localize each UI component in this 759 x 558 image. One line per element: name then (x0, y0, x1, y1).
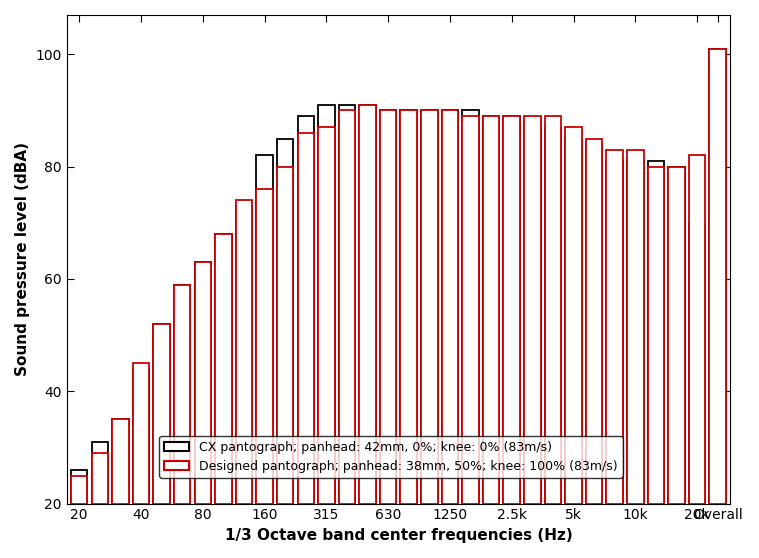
Bar (133, 363, 150, 503)
Bar (194, 262, 211, 503)
X-axis label: 1/3 Octave band center frequencies (Hz): 1/3 Octave band center frequencies (Hz) (225, 528, 572, 543)
Bar (153, 324, 170, 503)
Bar (442, 110, 458, 503)
Bar (565, 138, 581, 503)
Bar (277, 167, 294, 503)
Bar (236, 206, 252, 503)
Bar (524, 116, 540, 503)
Bar (380, 110, 396, 503)
Bar (689, 223, 705, 503)
Bar (586, 138, 603, 503)
Y-axis label: Sound pressure level (dBA): Sound pressure level (dBA) (15, 142, 30, 376)
Bar (606, 150, 623, 503)
Bar (647, 161, 664, 503)
Bar (257, 189, 272, 503)
Bar (545, 116, 561, 503)
Bar (668, 167, 685, 503)
Bar (71, 470, 87, 503)
Bar (421, 110, 438, 503)
Bar (174, 285, 191, 503)
Bar (153, 324, 170, 503)
Bar (710, 49, 726, 503)
Bar (174, 285, 191, 503)
Bar (92, 453, 108, 503)
Bar (277, 138, 294, 503)
Bar (194, 262, 211, 503)
Bar (339, 110, 355, 503)
Bar (257, 155, 272, 503)
Bar (298, 133, 314, 503)
Bar (647, 167, 664, 503)
Bar (71, 475, 87, 503)
Bar (442, 110, 458, 503)
Bar (689, 155, 705, 503)
Bar (298, 116, 314, 503)
Bar (215, 234, 231, 503)
Bar (133, 369, 150, 503)
Bar (380, 110, 396, 503)
Bar (565, 127, 581, 503)
Bar (401, 110, 417, 503)
Bar (503, 116, 520, 503)
Bar (503, 116, 520, 503)
Bar (318, 105, 335, 503)
Bar (318, 127, 335, 503)
Bar (215, 234, 231, 503)
Bar (359, 105, 376, 503)
Bar (92, 442, 108, 503)
Bar (236, 200, 252, 503)
Bar (710, 49, 726, 503)
Bar (545, 127, 561, 503)
Bar (524, 122, 540, 503)
Bar (112, 420, 128, 503)
Bar (462, 110, 479, 503)
Bar (586, 144, 603, 503)
Bar (112, 420, 128, 503)
Bar (627, 161, 644, 503)
Bar (606, 161, 623, 503)
Bar (401, 110, 417, 503)
Bar (627, 150, 644, 503)
Legend: CX pantograph; panhead: 42mm, 0%; knee: 0% (83m/s), Designed pantograph; panhead: CX pantograph; panhead: 42mm, 0%; knee: … (159, 436, 623, 478)
Bar (483, 116, 499, 503)
Bar (668, 167, 685, 503)
Bar (462, 116, 479, 503)
Bar (421, 110, 438, 503)
Bar (339, 105, 355, 503)
Bar (359, 105, 376, 503)
Bar (483, 116, 499, 503)
